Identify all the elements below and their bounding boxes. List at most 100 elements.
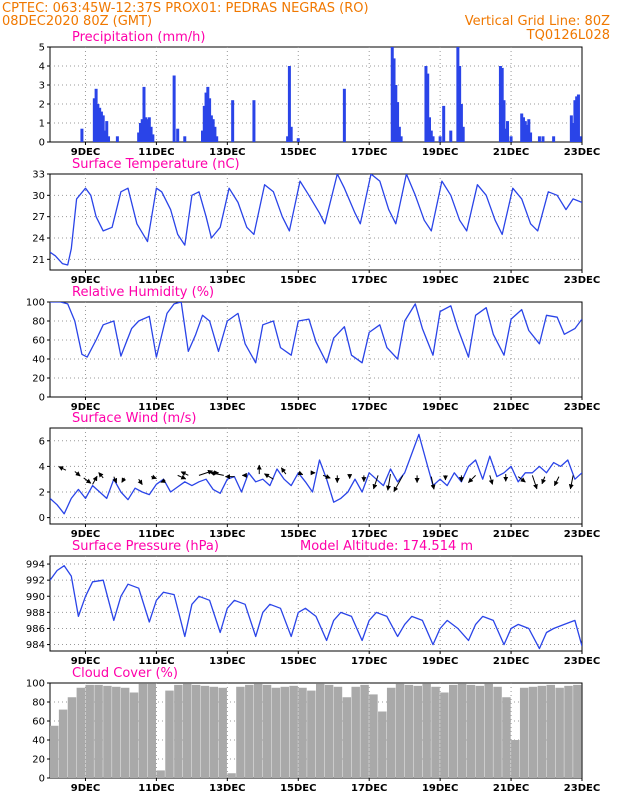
precip-bar bbox=[342, 88, 346, 142]
x-tick-label: 15DEC bbox=[280, 402, 316, 413]
precip-bar bbox=[208, 98, 212, 142]
precip-bar bbox=[151, 134, 155, 142]
cloud-bar bbox=[324, 684, 334, 778]
cloud-bar bbox=[378, 711, 387, 778]
y-tick-label: 2 bbox=[39, 100, 45, 111]
cloud-bar bbox=[58, 709, 68, 778]
precip-bar bbox=[431, 136, 435, 142]
y-tick-label: 3 bbox=[39, 81, 45, 92]
cloud-bar bbox=[386, 687, 396, 778]
precip-bar bbox=[456, 47, 460, 142]
cloud-bar bbox=[431, 686, 440, 778]
precip-bar bbox=[92, 98, 96, 142]
precip-bar bbox=[552, 136, 556, 142]
wind-arrow bbox=[430, 476, 436, 490]
x-tick-label: 15DEC bbox=[280, 529, 316, 540]
cloud-bar bbox=[555, 687, 564, 778]
x-tick-label: 11DEC bbox=[138, 275, 174, 286]
precip-bar bbox=[461, 126, 465, 142]
precip-bar bbox=[569, 115, 573, 142]
y-tick-label: 40 bbox=[32, 355, 45, 366]
precip-bar bbox=[537, 136, 541, 142]
precip-bar bbox=[96, 104, 100, 142]
cloud-bar bbox=[342, 697, 352, 778]
precip-bar bbox=[429, 130, 433, 142]
cloud-bar bbox=[218, 687, 227, 778]
cloud-bar bbox=[112, 686, 121, 778]
x-tick-label: 9DEC bbox=[71, 783, 100, 794]
cloud-bar bbox=[156, 770, 165, 778]
precip-bar bbox=[287, 66, 291, 142]
x-tick-label: 9DEC bbox=[71, 529, 100, 540]
panel-precipitation: 0 1 2 3 4 5 9DEC 11DEC 13DEC 15DEC 17DEC 19DEC 21DEC… bbox=[39, 30, 601, 158]
cloud-bar bbox=[85, 684, 94, 778]
cloud-bar bbox=[369, 694, 378, 778]
wind-arrow bbox=[468, 475, 476, 483]
x-tick-label: 23DEC bbox=[564, 402, 600, 413]
y-tick-label: 2 bbox=[39, 488, 45, 499]
precip-bar bbox=[105, 121, 109, 142]
precip-bar bbox=[427, 117, 431, 142]
x-tick-label: 11DEC bbox=[138, 529, 174, 540]
header-station: CPTEC: 063:45W-12:37S PROX01: PEDRAS NEG… bbox=[2, 1, 369, 16]
y-tick-label: 30 bbox=[32, 191, 45, 202]
x-tick-label: 11DEC bbox=[138, 783, 174, 794]
cloud-bar bbox=[183, 683, 192, 778]
x-tick-label: 23DEC bbox=[564, 529, 600, 540]
x-tick-label: 15DEC bbox=[280, 147, 316, 158]
panel-title: Precipitation (mm/h) bbox=[72, 30, 205, 45]
cloud-bar bbox=[351, 686, 360, 778]
cloud-bar bbox=[209, 686, 219, 778]
precip-bar bbox=[500, 67, 504, 142]
x-tick-label: 23DEC bbox=[564, 656, 600, 667]
plot-frame bbox=[49, 301, 583, 398]
x-tick-label: 19DEC bbox=[422, 275, 458, 286]
plot-frame bbox=[49, 555, 583, 652]
y-tick-label: 27 bbox=[32, 212, 45, 223]
x-tick-label: 17DEC bbox=[351, 783, 387, 794]
x-tick-label: 21DEC bbox=[493, 147, 529, 158]
cloud-bar bbox=[440, 692, 449, 778]
cloud-bar bbox=[129, 692, 139, 778]
precip-bar bbox=[213, 126, 217, 142]
panel-wind: 0 2 4 6 9DEC 11DEC 13DEC 15DEC 17DEC 19DEC 21DEC 23… bbox=[39, 411, 601, 540]
plot-frame bbox=[49, 173, 583, 271]
y-tick-label: 60 bbox=[32, 336, 45, 347]
x-tick-label: 13DEC bbox=[209, 529, 245, 540]
x-tick-label: 21DEC bbox=[493, 783, 529, 794]
x-tick-label: 19DEC bbox=[422, 529, 458, 540]
y-tick-label: 6 bbox=[39, 436, 45, 447]
precip-bar bbox=[578, 136, 582, 142]
precip-bar bbox=[424, 66, 428, 142]
series-line bbox=[50, 174, 582, 266]
precip-bar bbox=[286, 136, 290, 142]
wind-arrow bbox=[541, 476, 546, 485]
cloud-bar bbox=[147, 683, 156, 778]
series-cloud-cover bbox=[50, 683, 590, 778]
precip-bar bbox=[211, 119, 215, 142]
cloud-bar bbox=[191, 684, 201, 778]
precip-bar bbox=[101, 115, 105, 142]
y-tick-label: 994 bbox=[26, 560, 45, 571]
wind-arrow bbox=[386, 473, 391, 491]
cloud-bar bbox=[519, 687, 529, 778]
cloud-bar bbox=[573, 684, 582, 778]
cloud-bar bbox=[413, 685, 422, 778]
precip-bar bbox=[215, 136, 219, 142]
precip-bar bbox=[459, 104, 463, 142]
precip-bar bbox=[449, 130, 453, 142]
cloud-bar bbox=[582, 688, 590, 778]
cloud-bar bbox=[227, 773, 236, 778]
y-tick-label: 984 bbox=[26, 640, 45, 651]
precip-bar bbox=[202, 105, 206, 142]
cloud-bar bbox=[138, 683, 148, 778]
panel-title: Surface Temperature (nC) bbox=[72, 157, 240, 172]
y-tick-label: 4 bbox=[39, 62, 45, 73]
cloud-bar bbox=[50, 725, 59, 778]
x-tick-label: 21DEC bbox=[493, 402, 529, 413]
precip-bar bbox=[442, 105, 446, 142]
y-tick-label: 20 bbox=[32, 374, 45, 385]
cloud-bar bbox=[484, 683, 493, 778]
cloud-bar bbox=[316, 683, 325, 778]
precip-bar bbox=[201, 130, 205, 142]
